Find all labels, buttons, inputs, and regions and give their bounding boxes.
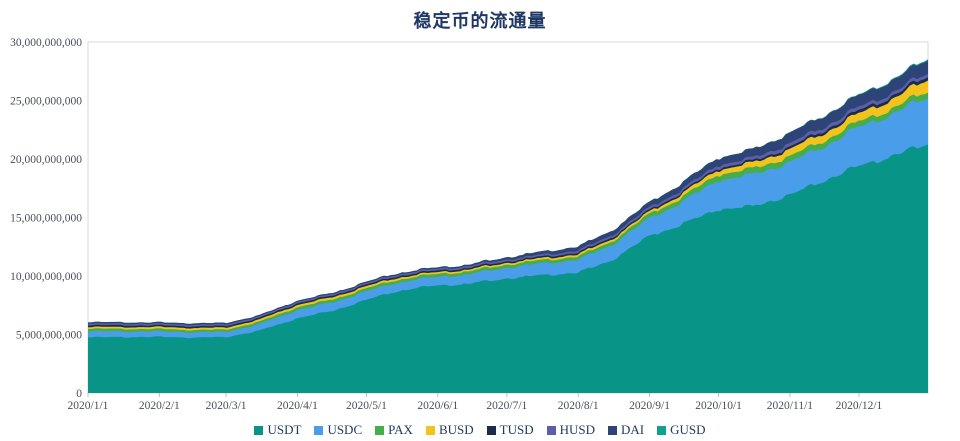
legend-label-dai: DAI — [621, 422, 645, 437]
x-tick-label: 2020/11/1 — [767, 400, 813, 412]
chart-legend: USDT USDC PAX BUSD TUSD HUSD DAI GUSD — [0, 422, 960, 438]
legend-swatch-dai — [608, 425, 617, 435]
x-tick-label: 2020/7/1 — [486, 400, 527, 412]
x-tick-label: 2020/12/1 — [836, 400, 883, 412]
legend-item-husd[interactable]: HUSD — [546, 422, 595, 438]
x-tick-label: 2020/6/1 — [417, 400, 458, 412]
legend-item-gusd[interactable]: GUSD — [657, 422, 706, 438]
legend-swatch-busd — [425, 425, 435, 435]
y-tick-label: 30,000,000,000 — [10, 37, 82, 49]
legend-swatch-usdc — [314, 425, 324, 435]
x-tick-label: 2020/4/1 — [277, 400, 318, 412]
area-series-usdt — [88, 144, 928, 393]
y-tick-label: 20,000,000,000 — [10, 154, 82, 166]
y-tick-label: 25,000,000,000 — [10, 96, 82, 108]
legend-swatch-husd — [546, 425, 556, 435]
y-tick-label: 5,000,000,000 — [16, 330, 82, 342]
legend-label-husd: HUSD — [559, 422, 595, 437]
x-tick-label: 2020/2/1 — [139, 400, 180, 412]
legend-label-pax: PAX — [388, 422, 413, 437]
y-tick-label: 10,000,000,000 — [10, 271, 82, 283]
y-tick-label: 15,000,000,000 — [10, 213, 82, 225]
legend-swatch-pax — [375, 425, 385, 435]
legend-item-dai[interactable]: DAI — [608, 422, 644, 438]
x-tick-label: 2020/1/1 — [68, 400, 109, 412]
legend-item-pax[interactable]: PAX — [375, 422, 413, 438]
legend-label-tusd: TUSD — [499, 422, 534, 437]
x-tick-label: 2020/8/1 — [558, 400, 599, 412]
legend-swatch-tusd — [486, 425, 496, 435]
legend-label-busd: BUSD — [438, 422, 474, 437]
legend-swatch-usdt — [254, 425, 264, 435]
legend-item-busd[interactable]: BUSD — [425, 422, 474, 438]
x-tick-label: 2020/10/1 — [695, 400, 742, 412]
legend-label-gusd: GUSD — [670, 422, 706, 437]
legend-item-usdt[interactable]: USDT — [254, 422, 301, 438]
legend-item-tusd[interactable]: TUSD — [486, 422, 534, 438]
legend-label-usdc: USDC — [327, 422, 363, 437]
x-tick-label: 2020/5/1 — [346, 400, 387, 412]
legend-label-usdt: USDT — [267, 422, 302, 437]
x-tick-label: 2020/9/1 — [629, 400, 670, 412]
legend-item-usdc[interactable]: USDC — [314, 422, 362, 438]
y-tick-label: 0 — [76, 388, 82, 400]
chart-title: 稳定币的流通量 — [413, 11, 547, 31]
legend-swatch-gusd — [657, 425, 667, 435]
x-tick-label: 2020/3/1 — [206, 400, 247, 412]
